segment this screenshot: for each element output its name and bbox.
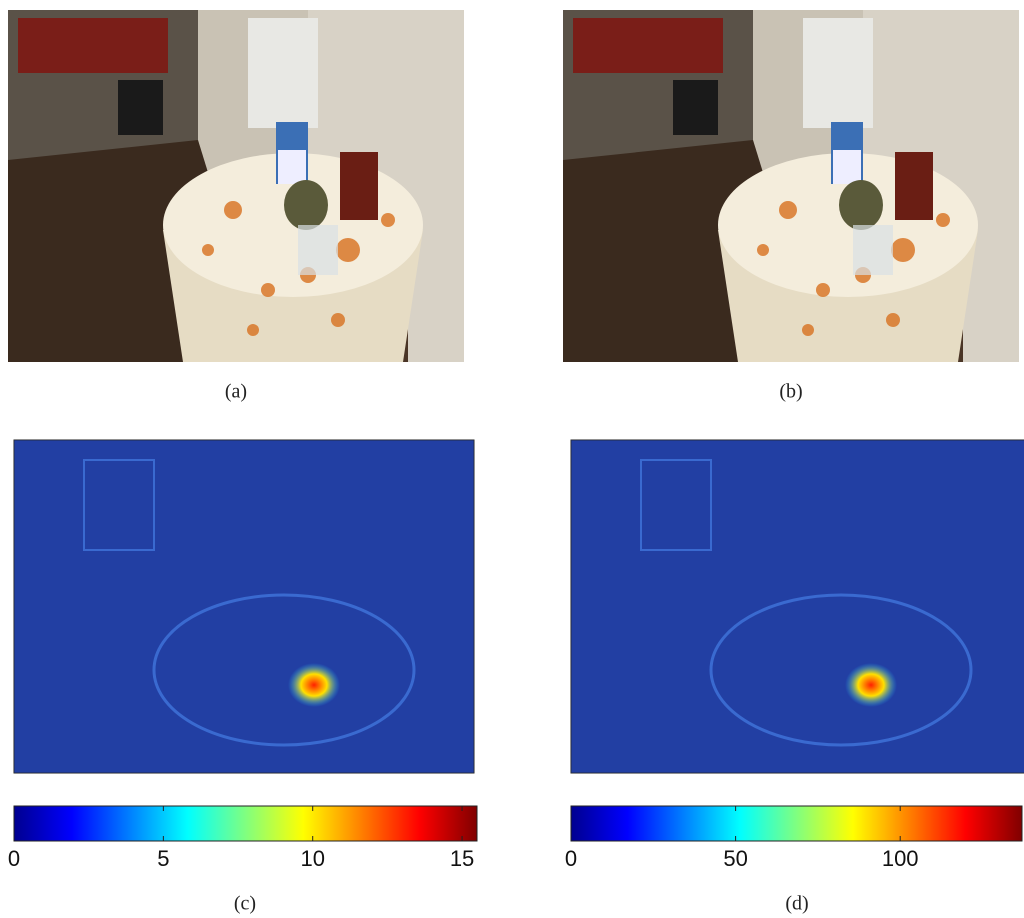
photo-a	[8, 10, 464, 362]
heatmap-c	[14, 440, 474, 773]
tick-label: 10	[300, 846, 324, 871]
figure: (a) (b) (c) (d) 0 5 10 15 0 50 100	[0, 0, 1024, 918]
caption: (b)	[779, 381, 802, 403]
tick-label: 0	[8, 846, 20, 871]
tick-label: 100	[882, 846, 919, 871]
tick-label: 0	[565, 846, 577, 871]
tick-label: 50	[723, 846, 747, 871]
tick-label: 5	[157, 846, 169, 871]
heatmap-d	[571, 440, 1024, 773]
caption: (c)	[234, 893, 256, 915]
tick-label: 15	[450, 846, 474, 871]
caption: (d)	[785, 893, 808, 915]
photo-b	[563, 10, 1019, 362]
colorbar	[571, 806, 1022, 841]
colorbar	[14, 806, 477, 841]
caption: (a)	[225, 381, 247, 403]
